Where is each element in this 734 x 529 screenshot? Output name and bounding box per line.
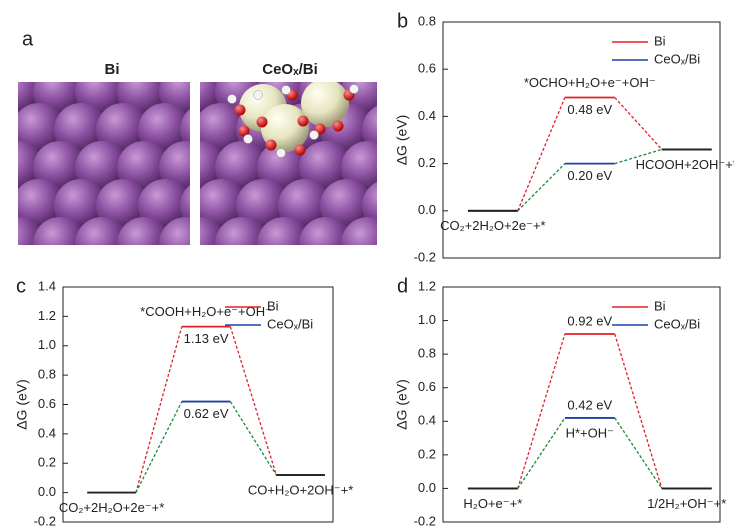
y-tick-label: 0.4 [418, 413, 436, 428]
oxygen-atom [295, 145, 306, 156]
y-tick-label: 0.8 [418, 346, 436, 361]
y-tick-label: 0.2 [418, 446, 436, 461]
connector [518, 164, 565, 211]
y-tick-label: 0.0 [38, 484, 56, 499]
legend-label: Bi [267, 298, 279, 313]
atom [0, 65, 3, 119]
legend-label: Bi [654, 298, 666, 313]
oxygen-atom [298, 116, 309, 127]
figure: a Bi CeOₓ/Bi b -0.2 0.0 0.2 0.4 0.6 0.8 ΔG (eV)… [0, 0, 734, 529]
y-axis-label: ΔG (eV) [394, 115, 410, 166]
connector [230, 327, 276, 475]
connector [136, 402, 182, 493]
oxygen-atom [266, 140, 277, 151]
connector [136, 327, 182, 493]
state-label: 1/2H₂+OH⁻+* [647, 496, 726, 511]
y-tick-label: 0.0 [418, 480, 436, 495]
hydrogen-atom [254, 91, 263, 100]
value-label: 0.62 eV [184, 406, 229, 421]
atom [0, 141, 3, 195]
state-label: *OCHO+H₂O+e⁻+OH⁻ [524, 75, 656, 90]
panel-label: d [397, 275, 408, 297]
legend-label: CeOₓ/Bi [654, 316, 700, 331]
y-tick-label: 0.8 [38, 367, 56, 382]
state-label: HCOOH+2OH⁻+* [636, 157, 734, 172]
panel-label: b [397, 10, 408, 32]
y-tick-label: -0.2 [414, 249, 436, 264]
atom [341, 217, 395, 271]
y-tick-label: -0.2 [414, 513, 436, 528]
state-label: H₂O+e⁻+* [463, 496, 522, 511]
hydrogen-atom [228, 95, 237, 104]
legend-label: CeOₓ/Bi [654, 51, 700, 66]
y-tick-label: 0.6 [418, 379, 436, 394]
y-tick-label: 0.2 [38, 455, 56, 470]
state-label: CO₂+2H₂O+2e⁻+* [59, 500, 164, 515]
hydrogen-atom [282, 86, 291, 95]
y-tick-label: 0.4 [418, 108, 436, 123]
y-axis-label: ΔG (eV) [14, 379, 30, 430]
hydrogen-atom [350, 85, 359, 94]
y-tick-label: 1.2 [38, 308, 56, 323]
legend-label: Bi [654, 33, 666, 48]
y-axis-label: ΔG (eV) [394, 379, 410, 430]
y-tick-label: 0.6 [418, 61, 436, 76]
y-tick-label: 1.0 [38, 337, 56, 352]
connector [518, 334, 565, 488]
connector [518, 418, 565, 489]
y-tick-label: 0.2 [418, 155, 436, 170]
y-tick-label: 1.2 [418, 278, 436, 293]
oxygen-atom [235, 105, 246, 116]
y-tick-label: 0.8 [418, 13, 436, 28]
panel-title: Bi [105, 61, 120, 78]
y-tick-label: 0.0 [418, 202, 436, 217]
connector [230, 402, 276, 475]
value-label: 0.92 eV [567, 313, 612, 328]
state-label: CO₂+2H₂O+2e⁻+* [440, 218, 545, 233]
y-tick-label: 1.4 [38, 278, 56, 293]
y-tick-label: 0.6 [38, 396, 56, 411]
connector [615, 334, 662, 488]
oxygen-atom [333, 121, 344, 132]
hydrogen-atom [244, 135, 253, 144]
y-tick-label: -0.2 [34, 513, 56, 528]
state-label: H*+OH⁻ [566, 425, 614, 440]
hydrogen-atom [310, 131, 319, 140]
oxygen-atom [257, 117, 268, 128]
value-label: 0.42 eV [567, 397, 612, 412]
value-label: 1.13 eV [184, 331, 229, 346]
y-tick-label: 1.0 [418, 312, 436, 327]
panel-title: CeOₓ/Bi [262, 61, 318, 78]
state-label: CO+H₂O+2OH⁻+* [248, 482, 353, 497]
panel-label: a [22, 28, 34, 50]
value-label: 0.48 eV [567, 102, 612, 117]
connector [518, 98, 565, 211]
atom [0, 217, 3, 271]
hydrogen-atom [277, 149, 286, 158]
panel-label: c [16, 275, 26, 297]
y-tick-label: 0.4 [38, 425, 56, 440]
connector [615, 98, 662, 150]
value-label: 0.20 eV [567, 168, 612, 183]
connector [615, 418, 662, 489]
legend-label: CeOₓ/Bi [267, 316, 313, 331]
